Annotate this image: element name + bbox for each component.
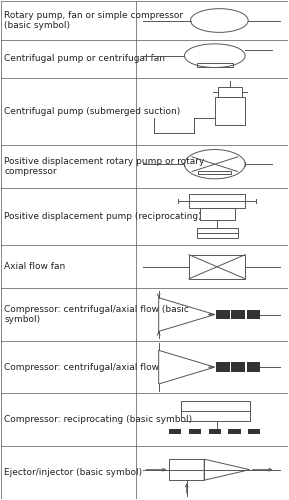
Text: Axial flow fan: Axial flow fan <box>4 262 66 271</box>
Bar <box>209 429 221 434</box>
Bar <box>228 429 240 434</box>
Bar <box>197 228 238 238</box>
Bar <box>248 429 260 434</box>
Bar <box>198 170 231 174</box>
Bar <box>231 362 245 372</box>
Bar <box>189 429 201 434</box>
Bar <box>247 362 260 372</box>
Bar <box>218 88 242 96</box>
Text: Centrifugal pump or centrifugal fan: Centrifugal pump or centrifugal fan <box>4 54 165 64</box>
Bar <box>216 362 230 372</box>
Text: Rotary pump, fan or simple compressor
(basic symbol): Rotary pump, fan or simple compressor (b… <box>4 11 184 30</box>
Bar <box>197 64 233 67</box>
Text: Ejector/injector (basic symbol): Ejector/injector (basic symbol) <box>4 468 142 477</box>
Bar <box>216 310 230 320</box>
Bar <box>200 208 234 220</box>
Text: Compressor: reciprocating (basic symbol): Compressor: reciprocating (basic symbol) <box>4 415 192 424</box>
Text: Positive displacement pump (reciprocating): Positive displacement pump (reciprocatin… <box>4 212 202 221</box>
Text: Compressor: centrifugal/axial flow: Compressor: centrifugal/axial flow <box>4 362 159 372</box>
Text: Centrifugal pump (submerged suction): Centrifugal pump (submerged suction) <box>4 107 181 116</box>
Bar <box>215 96 245 124</box>
Bar <box>189 194 245 208</box>
Text: Compressor: centrifugal/axial flow (basic
symbol): Compressor: centrifugal/axial flow (basi… <box>4 305 189 324</box>
Bar <box>189 254 245 279</box>
Bar <box>231 310 245 320</box>
Bar <box>181 402 250 421</box>
Text: Positive displacement rotary pump or rotary
compressor: Positive displacement rotary pump or rot… <box>4 156 205 176</box>
Bar <box>169 429 181 434</box>
Bar <box>247 310 260 320</box>
Bar <box>169 459 204 480</box>
